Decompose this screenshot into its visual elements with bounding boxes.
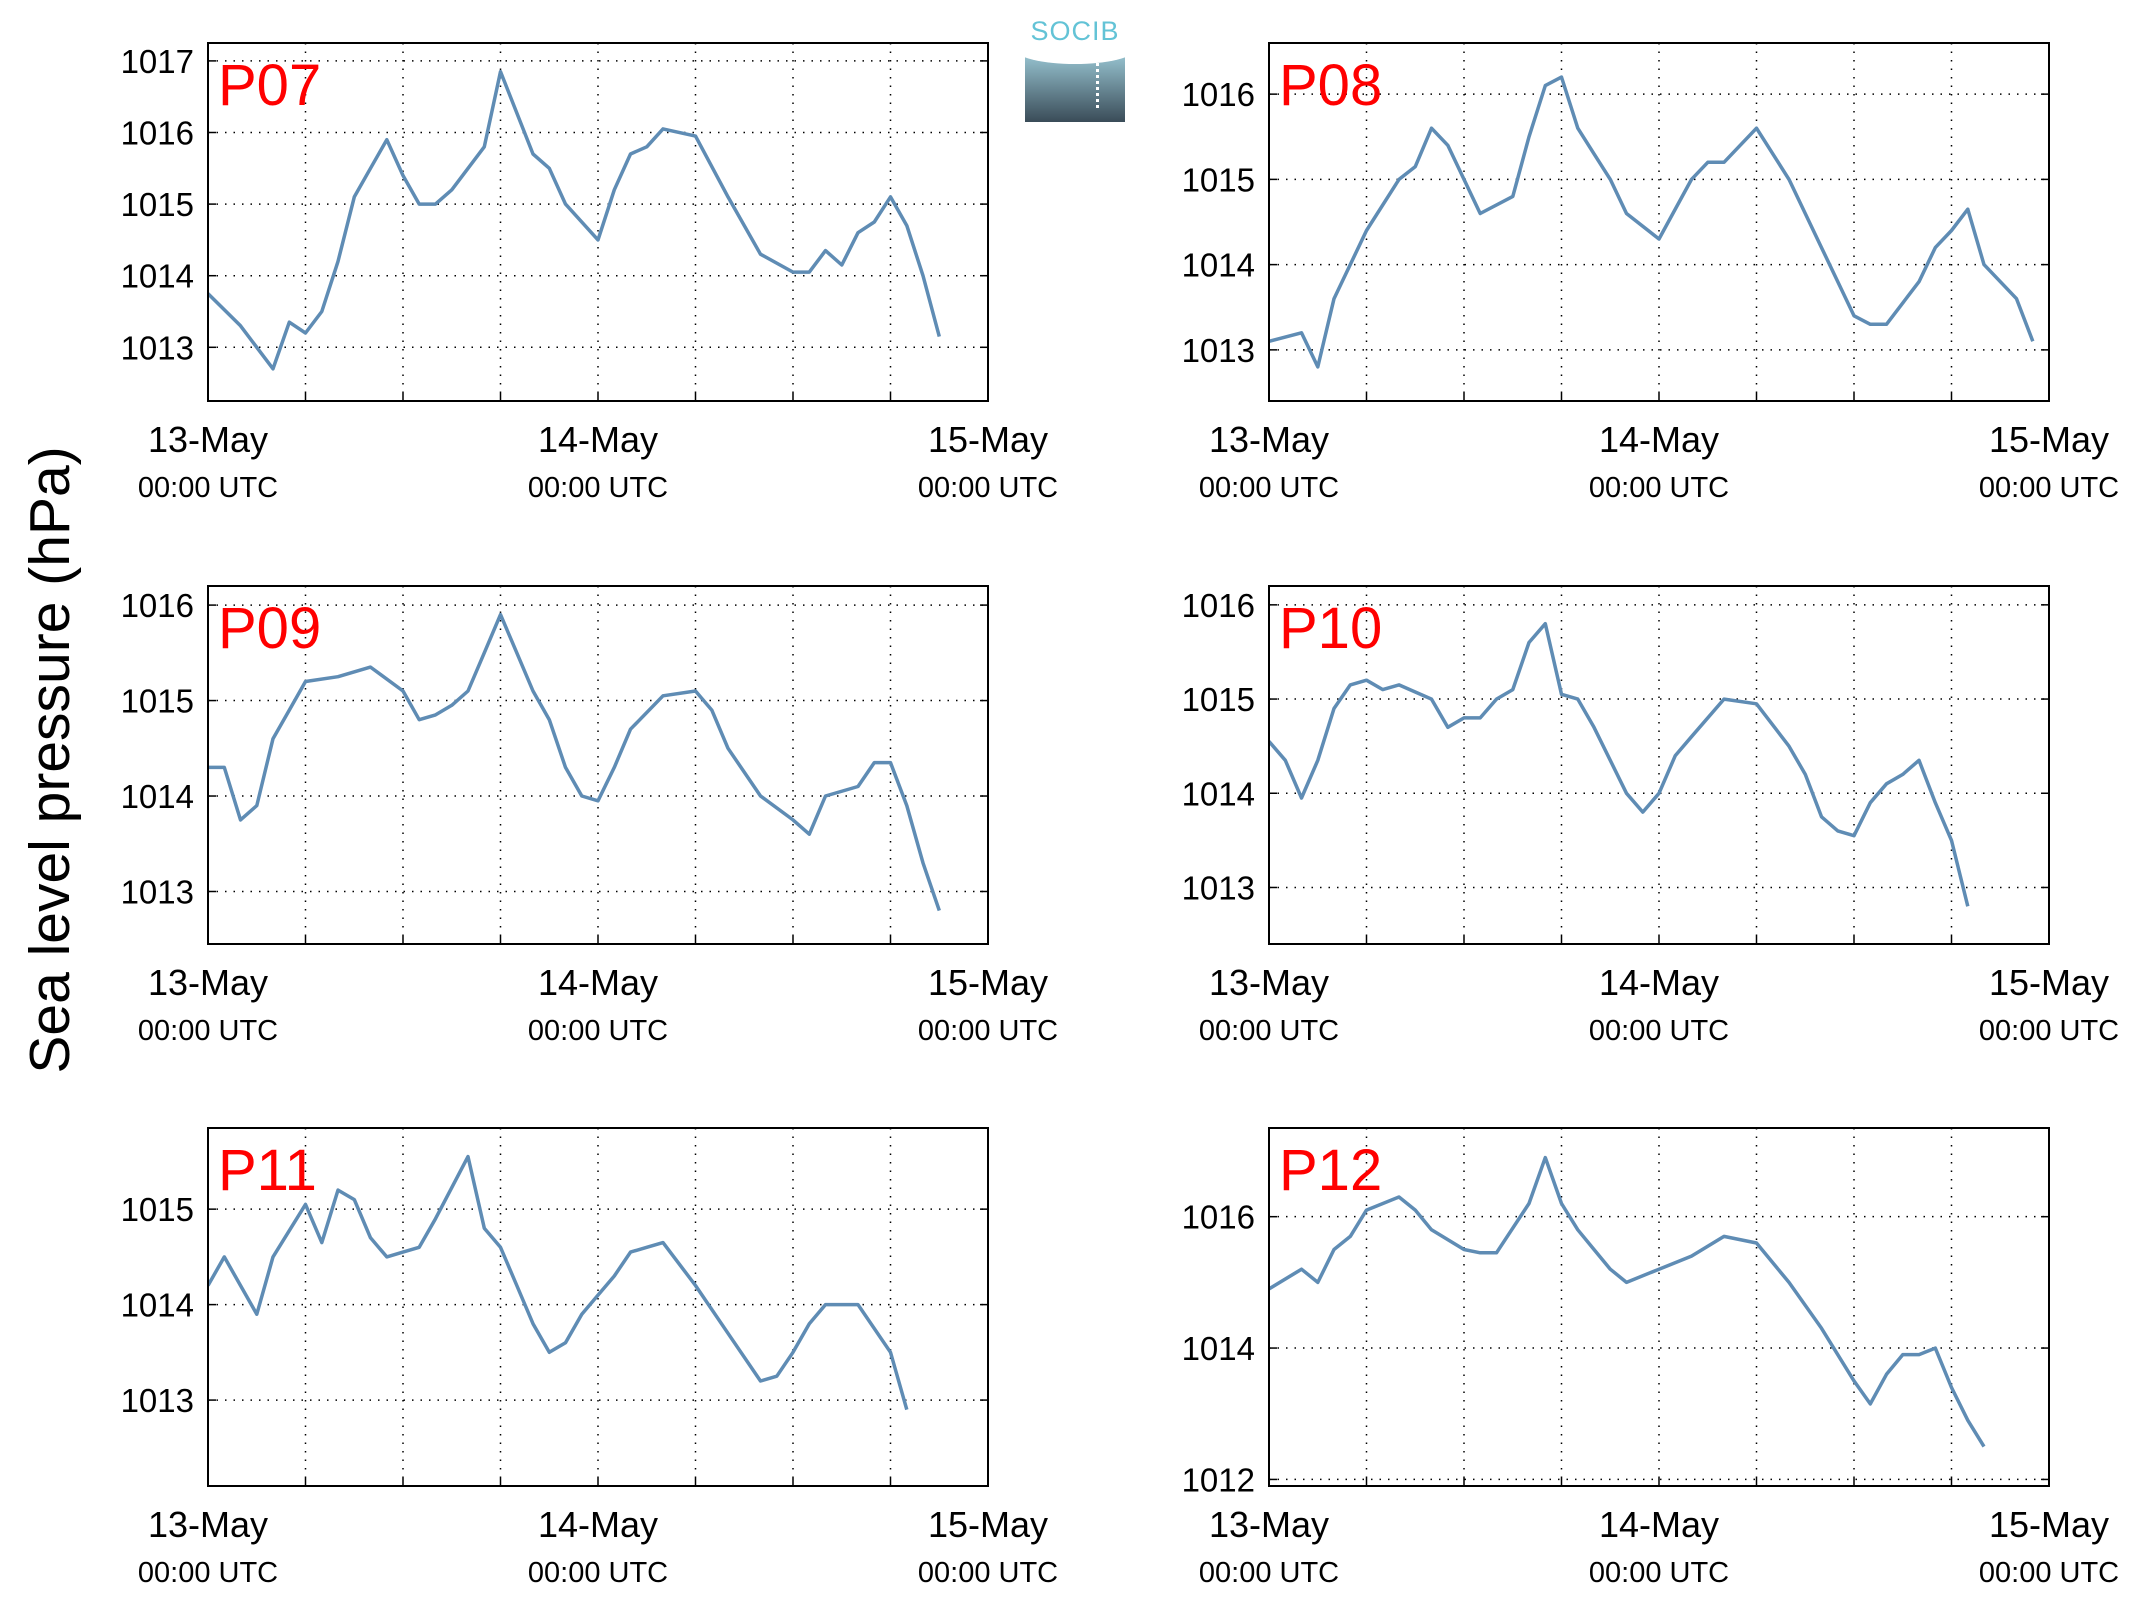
y-tick-label: 1013 [121, 329, 194, 366]
y-tick-label: 1016 [1182, 76, 1255, 113]
x-tick-label-date: 14-May [1599, 1504, 1719, 1545]
x-tick-label-time: 00:00 UTC [918, 1557, 1058, 1589]
y-tick-label: 1013 [121, 873, 194, 910]
y-tick-label: 1014 [121, 778, 194, 815]
axes-frame [207, 42, 989, 402]
y-tick-label: 1014 [1182, 247, 1255, 284]
x-tick-label-time: 00:00 UTC [138, 1015, 278, 1047]
x-tick-label-date: 13-May [1209, 962, 1329, 1003]
panel-title-p07: P07 [218, 53, 321, 118]
logo-text: SOCIB [1030, 16, 1120, 46]
logo-graphic [1025, 52, 1125, 122]
panel-title-p11: P11 [218, 1138, 317, 1203]
x-tick-label-date: 13-May [1209, 419, 1329, 460]
x-tick-label-time: 00:00 UTC [528, 1015, 668, 1047]
axes-frame [207, 585, 989, 945]
x-tick-label-date: 15-May [1989, 962, 2109, 1003]
x-tick-label-time: 00:00 UTC [1979, 1557, 2119, 1589]
x-tick-label-date: 13-May [148, 1504, 268, 1545]
series-line [208, 69, 941, 371]
y-axis-label: Sea level pressure (hPa) [18, 446, 82, 1074]
y-tick-label: 1016 [121, 115, 194, 152]
y-tick-label: 1013 [1182, 332, 1255, 369]
x-tick-label-date: 15-May [928, 1504, 1048, 1545]
y-tick-label: 1014 [1182, 775, 1255, 812]
panel-title-p08: P08 [1279, 53, 1382, 118]
y-tick-label: 1015 [1182, 161, 1255, 198]
y-tick-label: 1017 [121, 43, 194, 80]
x-tick-label-date: 15-May [928, 962, 1048, 1003]
y-tick-label: 1015 [121, 683, 194, 720]
x-tick-label-time: 00:00 UTC [1199, 1015, 1339, 1047]
y-tick-label: 1016 [1182, 1199, 1255, 1236]
x-tick-label-date: 15-May [1989, 419, 2109, 460]
axes-frame [1268, 585, 2050, 945]
y-axis-label-container: Sea level pressure (hPa) [10, 0, 90, 1608]
chart-panel-p07: 1013 1014 1015 1016 1017 13-May 00:00 UTC 14-Ma… [121, 42, 1058, 504]
x-tick-label-time: 00:00 UTC [528, 472, 668, 504]
x-tick-label-time: 00:00 UTC [918, 472, 1058, 504]
panel-title-p09: P09 [218, 596, 321, 661]
chart-panel-p11: 1013 1014 1015 13-May 00:00 UTC 14-May 00:00 U… [121, 1127, 1058, 1589]
x-tick-label-time: 00:00 UTC [1589, 472, 1729, 504]
x-tick-label-time: 00:00 UTC [1979, 1015, 2119, 1047]
x-tick-label-date: 15-May [1989, 1504, 2109, 1545]
chart-panel-p12: 1012 1014 1016 13-May 00:00 UTC 14-May 00:00 U… [1182, 1127, 2119, 1589]
x-tick-label-date: 14-May [1599, 962, 1719, 1003]
x-tick-label-time: 00:00 UTC [1589, 1557, 1729, 1589]
socib-logo: SOCIB [1025, 16, 1125, 122]
x-tick-label-time: 00:00 UTC [918, 1015, 1058, 1047]
x-tick-label-date: 13-May [1209, 1504, 1329, 1545]
y-tick-label: 1014 [121, 1287, 194, 1324]
x-tick-label-time: 00:00 UTC [1979, 472, 2119, 504]
chart-panel-p09: 1013 1014 1015 1016 13-May 00:00 UTC 14-May 00:… [121, 585, 1058, 1047]
y-tick-label: 1016 [1182, 587, 1255, 624]
x-tick-label-time: 00:00 UTC [138, 1557, 278, 1589]
axes-frame [207, 1127, 989, 1487]
series-line [208, 1154, 909, 1411]
y-tick-label: 1012 [1182, 1461, 1255, 1498]
series-line [1269, 621, 1970, 907]
series-line [1269, 75, 2035, 369]
y-tick-label: 1015 [121, 186, 194, 223]
axes-frame [1268, 1127, 2050, 1487]
x-tick-label-date: 14-May [1599, 419, 1719, 460]
panel-title-p10: P10 [1279, 596, 1382, 661]
logo-dotted-line [1096, 56, 1099, 108]
y-tick-label: 1016 [121, 587, 194, 624]
logo-wave [1025, 52, 1125, 64]
y-tick-label: 1013 [121, 1382, 194, 1419]
x-tick-label-time: 00:00 UTC [1199, 472, 1339, 504]
x-tick-label-date: 14-May [538, 1504, 658, 1545]
x-tick-label-date: 14-May [538, 962, 658, 1003]
panel-title-p12: P12 [1279, 1138, 1382, 1203]
x-tick-label-time: 00:00 UTC [1589, 1015, 1729, 1047]
axes-frame [1268, 42, 2050, 402]
x-tick-label-date: 13-May [148, 962, 268, 1003]
y-tick-label: 1015 [121, 1191, 194, 1228]
x-tick-label-time: 00:00 UTC [528, 1557, 668, 1589]
x-tick-label-time: 00:00 UTC [138, 472, 278, 504]
chart-panel-p10: 1013 1014 1015 1016 13-May 00:00 UTC 14-May 00:… [1182, 585, 2119, 1047]
y-tick-label: 1014 [121, 258, 194, 295]
y-tick-label: 1014 [1182, 1330, 1255, 1367]
x-tick-label-date: 14-May [538, 419, 658, 460]
y-tick-label: 1015 [1182, 681, 1255, 718]
series-line [208, 612, 941, 912]
y-tick-label: 1013 [1182, 869, 1255, 906]
x-tick-label-time: 00:00 UTC [1199, 1557, 1339, 1589]
x-tick-label-date: 15-May [928, 419, 1048, 460]
x-tick-label-date: 13-May [148, 419, 268, 460]
chart-panel-p08: 1013 1014 1015 1016 13-May 00:00 UTC 14-May 00:… [1182, 42, 2119, 504]
series-line [1269, 1155, 1986, 1448]
